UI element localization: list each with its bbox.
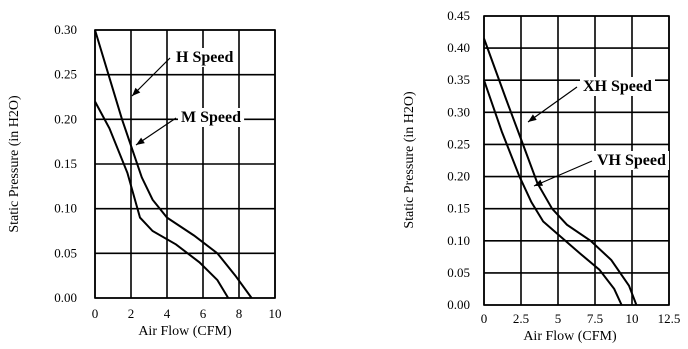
x-tick-label: 10 bbox=[626, 311, 639, 326]
y-tick-label: 0.30 bbox=[54, 22, 77, 37]
arrowhead-icon bbox=[534, 179, 543, 186]
y-tick-label: 0.20 bbox=[54, 111, 77, 126]
leader-line bbox=[533, 160, 593, 187]
y-axis-label: Static Pressure (in H2O) bbox=[7, 95, 22, 233]
series-label: XH Speed bbox=[583, 78, 652, 95]
y-tick-label: 0.10 bbox=[54, 201, 77, 216]
x-tick-label: 0 bbox=[481, 311, 488, 326]
arrowhead-icon bbox=[132, 87, 141, 96]
y-tick-label: 0.05 bbox=[54, 245, 77, 260]
series-line-m-speed bbox=[94, 101, 230, 299]
leader-line bbox=[131, 57, 171, 97]
x-tick-label: 12.5 bbox=[658, 311, 681, 326]
series-label: VH Speed bbox=[597, 152, 666, 169]
y-tick-label: 0.15 bbox=[447, 201, 470, 216]
y-tick-label: 0.30 bbox=[447, 104, 470, 119]
series-line-vh-speed bbox=[483, 79, 623, 306]
x-tick-label: 7.5 bbox=[587, 311, 603, 326]
leader-line bbox=[527, 86, 578, 123]
y-tick-label: 0.15 bbox=[54, 156, 77, 171]
y-axis-label: Static Pressure (in H2O) bbox=[402, 91, 417, 229]
series-label-background bbox=[178, 108, 245, 127]
x-tick-label: 10 bbox=[269, 306, 282, 321]
y-tick-label: 0.25 bbox=[447, 136, 470, 151]
x-axis-label: Air Flow (CFM) bbox=[138, 324, 232, 339]
y-tick-label: 0.45 bbox=[447, 8, 470, 23]
x-tick-label: 2 bbox=[128, 306, 135, 321]
series-label-background bbox=[594, 151, 669, 170]
chart-2: 0.00 0.05 0.10 0.15 0.20 0.25 0.30 0.35 0.40 0.45… bbox=[402, 8, 680, 344]
x-tick-label: 0 bbox=[92, 306, 99, 321]
y-tick-label: 0.40 bbox=[447, 40, 470, 55]
x-tick-label: 8 bbox=[236, 306, 243, 321]
arrowhead-icon bbox=[136, 137, 145, 145]
plot-frame bbox=[94, 29, 276, 299]
y-tick-label: 0.35 bbox=[447, 72, 470, 87]
arrowhead-icon bbox=[528, 114, 537, 122]
series-label: M Speed bbox=[181, 109, 241, 126]
x-tick-label: 6 bbox=[200, 306, 207, 321]
series-label: H Speed bbox=[176, 49, 233, 66]
series-label-background bbox=[173, 48, 237, 67]
series-label-background bbox=[580, 77, 655, 96]
chart-1: 0.00 0.05 0.10 0.15 0.20 0.25 0.30 0 2 4 6 8 10 Air F… bbox=[7, 22, 282, 339]
x-axis-label: Air Flow (CFM) bbox=[523, 329, 617, 344]
y-tick-label: 0.20 bbox=[447, 169, 470, 184]
y-tick-label: 0.00 bbox=[54, 290, 77, 305]
x-tick-label: 5 bbox=[555, 311, 562, 326]
x-tick-label: 2.5 bbox=[513, 311, 529, 326]
y-tick-label: 0.05 bbox=[447, 265, 470, 280]
y-tick-label: 0.10 bbox=[447, 233, 470, 248]
y-tick-label: 0.00 bbox=[447, 297, 470, 312]
y-tick-label: 0.25 bbox=[54, 67, 77, 82]
series-line-h-speed bbox=[94, 29, 253, 299]
x-tick-label: 4 bbox=[164, 306, 171, 321]
series-line-xh-speed bbox=[483, 38, 638, 306]
